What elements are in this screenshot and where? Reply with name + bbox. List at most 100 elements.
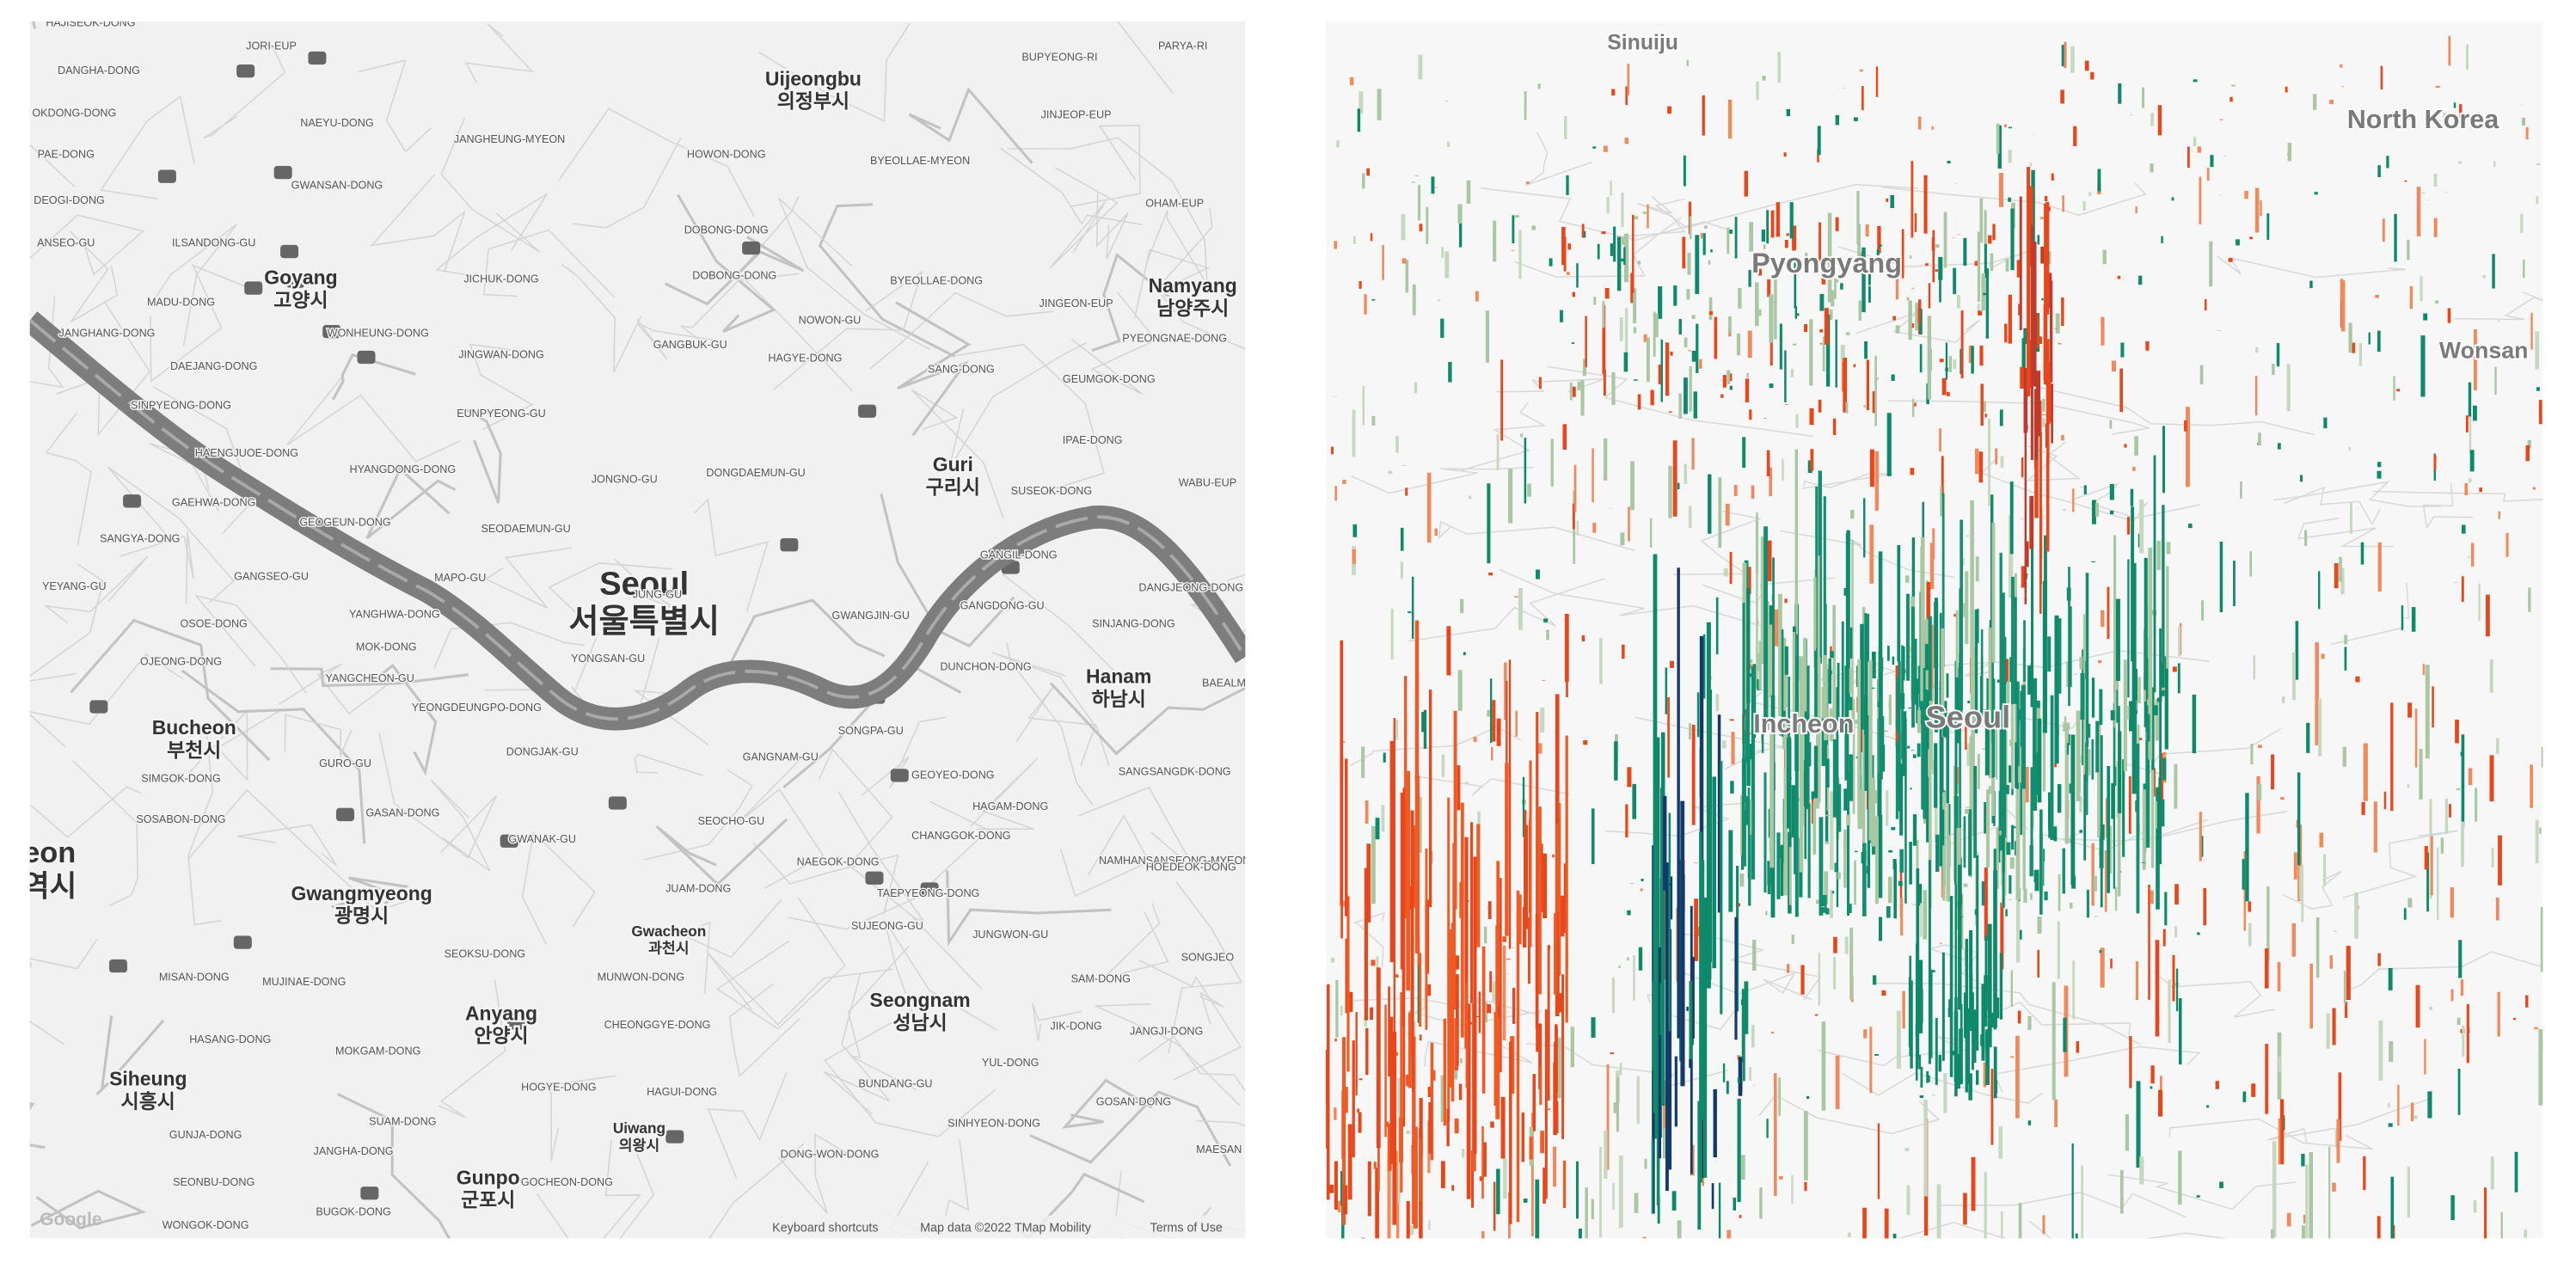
road [883, 919, 997, 1031]
district-name: PAE-DONG [38, 148, 95, 160]
district-name: HAGUI-DONG [647, 1086, 717, 1098]
road [367, 663, 438, 776]
route-shield [157, 169, 176, 183]
district-name: JUNG-GU [633, 588, 682, 600]
road [438, 979, 506, 1119]
road [1095, 193, 1129, 260]
route-shield [500, 834, 518, 848]
road [722, 598, 886, 677]
road [823, 1018, 997, 1137]
road [715, 897, 846, 1030]
road [1091, 253, 1177, 353]
district-name: GWANGJIN-GU [832, 610, 910, 622]
district-name: OKDONG-DONG [32, 107, 116, 120]
road [181, 669, 366, 844]
district-name: SUJEONG-GU [851, 920, 923, 932]
boundary [2217, 255, 2406, 279]
boundary [1438, 520, 1635, 552]
road [1050, 682, 1246, 756]
keyboard-shortcuts[interactable]: Keyboard shortcuts [772, 1222, 878, 1235]
district-name: BYEOLLAE-MYEON [870, 155, 970, 167]
road [150, 264, 248, 383]
district-name: DONG-WON-DONG [781, 1149, 880, 1161]
district-name: HAENGJUOE-DONG [195, 447, 298, 459]
route-shield [108, 959, 127, 973]
road [895, 301, 972, 437]
district-name: JINGWAN-DONG [458, 348, 544, 360]
district-name: JUNGWON-GU [972, 929, 1048, 941]
road [29, 882, 65, 1045]
google-logo: Google [40, 1210, 101, 1229]
boundary [1935, 1191, 2187, 1218]
boundary [2282, 870, 2342, 910]
district-name: YUL-DONG [982, 1057, 1039, 1069]
road [187, 788, 416, 912]
road [545, 1075, 616, 1162]
city-name: Guri [933, 453, 973, 475]
district-name: GEOYEO-DONG [911, 769, 995, 781]
city-name: Gunpo [457, 1166, 520, 1188]
boundary [1481, 187, 1728, 241]
district-name: PARYA-RI [1158, 40, 1207, 52]
district-name: JANGHA-DONG [314, 1145, 394, 1157]
road [1059, 814, 1150, 898]
district-name: HAJISEOK-DONG [46, 17, 135, 29]
road [758, 22, 911, 123]
route-shield [742, 241, 761, 255]
city-local-name: 성남시 [892, 1011, 947, 1033]
route-shield [286, 274, 305, 288]
city-local-name: 시흥시 [121, 1090, 175, 1113]
boundary [2454, 291, 2543, 321]
road [29, 1102, 46, 1150]
road [778, 197, 930, 351]
district-name: JUAM-DONG [665, 882, 731, 894]
district-name: GANGBUK-GU [653, 339, 727, 351]
road [1029, 1090, 1232, 1167]
road [430, 779, 491, 872]
city-name: Anyang [465, 1002, 537, 1024]
road [433, 622, 585, 669]
boundary [2029, 1220, 2229, 1239]
district-name: HYANGDONG-DONG [350, 463, 457, 475]
district-name: OJEONG-DONG [140, 656, 222, 668]
district-name: NAEYU-DONG [300, 117, 373, 129]
terms-of-use[interactable]: Terms of Use [1150, 1222, 1223, 1235]
district-name: JIK-DONG [1050, 1021, 1101, 1033]
district-name: BYEOLLAE-DONG [890, 274, 983, 286]
road [677, 193, 776, 334]
river-edge [29, 319, 1246, 721]
district-name: JICHUK-DONG [463, 273, 538, 285]
route-shield [665, 1130, 684, 1143]
road [619, 1143, 654, 1239]
city-name: Hanam [1086, 665, 1151, 688]
city-local-name: 부천시 [167, 739, 221, 761]
boundary [2422, 482, 2474, 530]
road [358, 59, 432, 153]
district-name: YANGCHEON-GU [325, 672, 414, 684]
city-name: Goyang [264, 266, 337, 288]
district-name: YEONGDEUNGPO-DONG [412, 702, 542, 714]
road [728, 983, 800, 1078]
route-shield [865, 871, 884, 885]
route-shield [236, 64, 255, 78]
district-name: ILSANDONG-GU [172, 237, 255, 249]
route-shield [89, 700, 108, 714]
district-name: WONHEUNG-DONG [328, 328, 429, 340]
boundary [1408, 578, 1605, 642]
district-name: JANGHEUNG-MYEON [454, 133, 565, 145]
road [908, 87, 1033, 164]
district-name: DANGHA-DONG [58, 64, 140, 77]
district-name: GANGNAM-GU [743, 751, 819, 763]
road [120, 531, 194, 604]
city-name: Bucheon [152, 716, 236, 739]
boundary [1897, 1222, 2008, 1239]
road [573, 137, 682, 229]
road [777, 1133, 851, 1214]
boundary [1353, 912, 1385, 967]
place-label: Wonsan [2439, 337, 2528, 363]
boundary [1496, 377, 1605, 393]
district-name: HAGAM-DONG [972, 800, 1048, 812]
city-name: Namyang [1149, 274, 1237, 297]
boundary [1514, 217, 1683, 278]
